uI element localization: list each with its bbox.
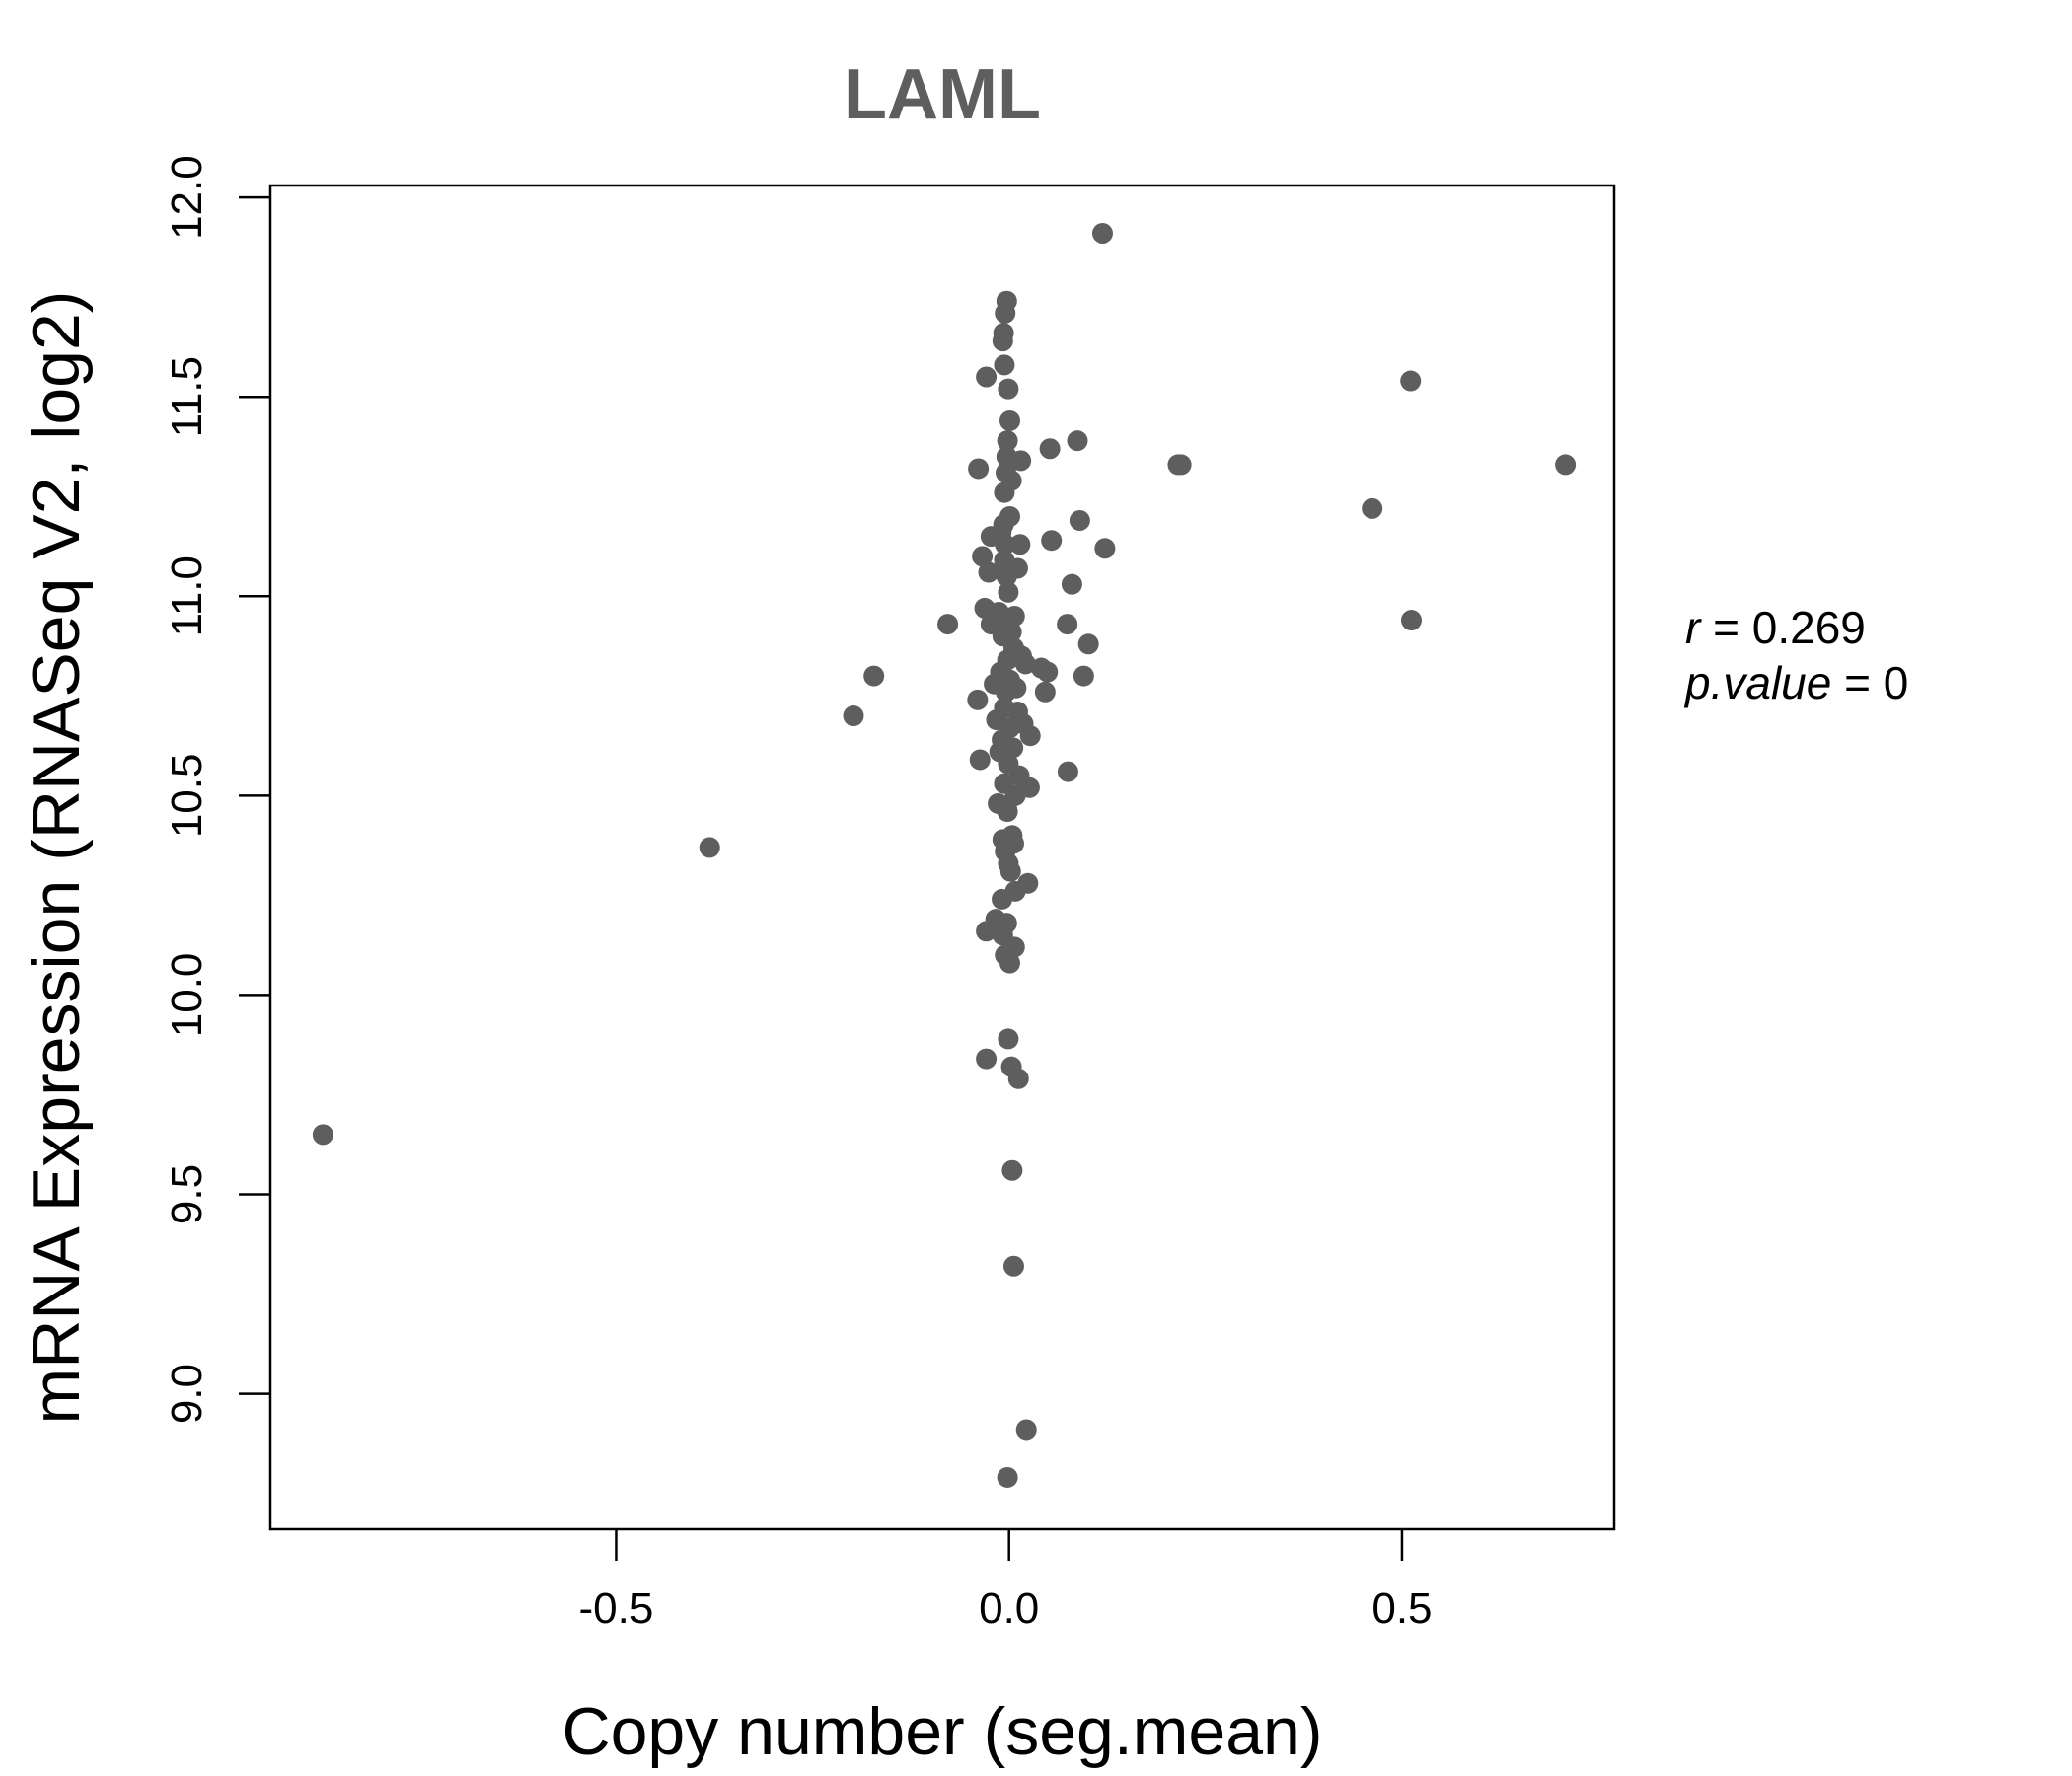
data-point — [1057, 761, 1078, 782]
data-point — [1003, 605, 1025, 627]
y-tick-label: 11.5 — [163, 356, 211, 437]
data-point — [992, 331, 1013, 352]
x-axis-label: Copy number (seg.mean) — [561, 1694, 1322, 1769]
data-point — [1091, 222, 1113, 244]
data-point — [937, 614, 959, 635]
data-point — [969, 749, 991, 771]
p-label: p.value — [1683, 657, 1831, 708]
y-tick-label: 12.0 — [163, 155, 211, 240]
x-tick-label: 0.5 — [1371, 1585, 1432, 1633]
data-point — [1019, 725, 1041, 747]
data-point — [999, 860, 1021, 882]
data-point — [978, 561, 999, 583]
data-point — [997, 430, 1018, 452]
data-point — [1001, 1159, 1023, 1181]
data-point — [972, 546, 994, 567]
data-point — [999, 952, 1020, 974]
y-axis: 9.0 9.5 10.0 10.5 11.0 11.5 12.0 — [163, 155, 270, 1424]
data-point — [998, 1028, 1019, 1050]
data-point — [968, 458, 990, 480]
data-point — [996, 565, 1017, 587]
data-point — [863, 665, 885, 687]
plot-frame — [268, 184, 1616, 1531]
data-point — [1077, 633, 1099, 655]
data-point — [1039, 438, 1061, 460]
data-point — [1094, 538, 1116, 559]
data-point — [1067, 430, 1088, 452]
x-axis: -0.5 0.0 0.5 — [579, 1529, 1433, 1633]
data-point — [1010, 450, 1032, 472]
data-point — [1002, 1255, 1024, 1277]
data-point — [999, 409, 1020, 431]
data-point — [1007, 1068, 1029, 1089]
data-point — [998, 378, 1019, 400]
y-tick-label: 11.0 — [163, 555, 211, 636]
data-point — [976, 921, 998, 942]
data-point — [1041, 530, 1063, 552]
data-point — [1015, 1419, 1037, 1441]
data-point — [1061, 573, 1082, 595]
pvalue-annotation: p.value = 0 — [1683, 657, 1908, 708]
r-value: 0.269 — [1752, 602, 1866, 653]
data-point — [992, 888, 1013, 910]
r-equals: = — [1700, 602, 1751, 653]
data-point — [1400, 370, 1422, 392]
data-point — [1034, 681, 1056, 703]
y-tick-label: 10.0 — [163, 953, 211, 1038]
data-points — [312, 222, 1577, 1488]
data-point — [1073, 665, 1094, 687]
data-point — [1014, 653, 1036, 675]
y-tick-label: 9.5 — [163, 1164, 211, 1224]
correlation-annotation: r = 0.269 — [1685, 602, 1866, 653]
data-point — [1057, 614, 1078, 635]
x-tick-label: 0.0 — [979, 1585, 1039, 1633]
data-point — [996, 681, 1017, 703]
data-point — [997, 1466, 1018, 1488]
data-point — [967, 689, 989, 710]
p-value: 0 — [1884, 657, 1909, 708]
data-point — [994, 354, 1015, 376]
data-point — [976, 366, 998, 388]
data-point — [976, 1048, 998, 1070]
y-tick-label: 9.0 — [163, 1364, 211, 1424]
data-point — [843, 705, 864, 727]
p-equals: = — [1831, 657, 1883, 708]
data-point — [998, 581, 1019, 603]
data-point — [995, 534, 1016, 555]
data-point — [997, 801, 1018, 823]
chart-title: LAML — [844, 55, 1041, 134]
data-point — [1037, 661, 1059, 683]
x-tick-label: -0.5 — [579, 1585, 654, 1633]
data-point — [1555, 454, 1577, 476]
data-point — [1009, 534, 1031, 555]
y-axis-label: mRNA Expression (RNASeq V2, log2) — [19, 291, 94, 1425]
y-tick-label: 10.5 — [163, 754, 211, 839]
data-point — [699, 837, 720, 858]
data-point — [1362, 497, 1383, 519]
data-point — [1170, 454, 1192, 476]
data-point — [1069, 509, 1090, 531]
data-point — [995, 302, 1016, 324]
data-point — [1401, 610, 1423, 631]
r-label: r — [1685, 602, 1702, 653]
data-point — [312, 1124, 333, 1146]
data-point — [994, 481, 1015, 503]
